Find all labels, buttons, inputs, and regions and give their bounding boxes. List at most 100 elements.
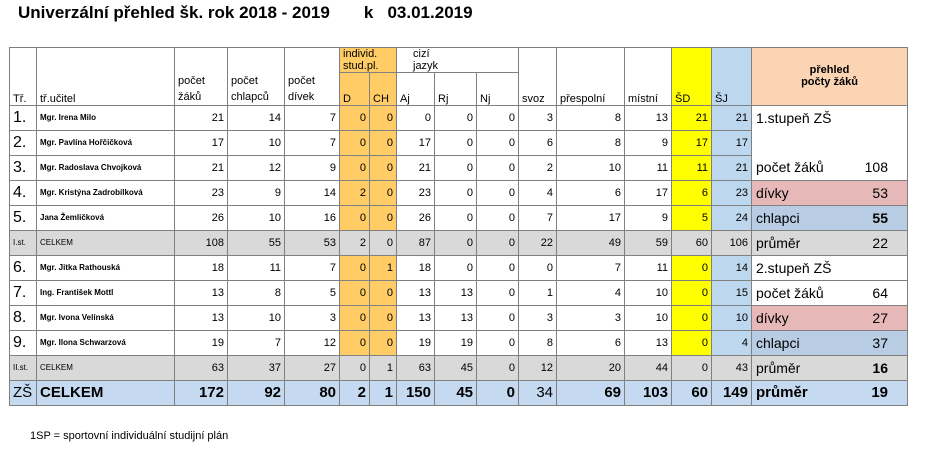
cell-nj: 0 (476, 304, 519, 331)
cell-pres: 20 (556, 354, 625, 381)
cell-girls: 7 (284, 104, 340, 131)
cell-pres: 8 (556, 104, 625, 131)
cell-nj: 0 (476, 329, 519, 356)
cell-sd: 11 (671, 154, 712, 181)
cell-ch: 0 (369, 154, 397, 181)
cell-ch: 0 (369, 229, 397, 256)
overview-value: 37 (872, 334, 888, 351)
overview-label: chlapci (756, 209, 800, 226)
overview-value: 55 (872, 209, 888, 226)
cell-nj: 0 (476, 104, 519, 131)
cell-ch: 0 (369, 279, 397, 306)
cell-mist: 13 (624, 104, 672, 131)
table-row: ZŠ CELKEM 172 92 80 2 1 150 45 0 34 69 103 60 149 průmě… (9, 379, 908, 406)
cell-svoz: 4 (518, 179, 557, 206)
table-row: 5. Jana Žemličková 26 10 16 0 0 26 0 0 7 17 9 5 24 chla… (9, 204, 908, 231)
cell-mist: 10 (624, 304, 672, 331)
hdr-sd: ŠD (671, 72, 712, 106)
hdr-svoz-top (518, 47, 557, 73)
cell-pres: 10 (556, 154, 625, 181)
hdr-overview: přehled počty žáků (751, 47, 908, 106)
cell-pupils: 21 (174, 104, 228, 131)
table-row: II.st. CELKEM 63 37 27 0 1 63 45 0 12 20 44 0 43 průměr… (9, 354, 908, 381)
hdr-girls-top (284, 47, 340, 73)
cell-nj: 0 (476, 254, 519, 281)
cell-teacher: Mgr. Irena Milo (36, 104, 175, 131)
cell-teacher: Mgr. Radoslava Chvojková (36, 154, 175, 181)
cell-mist: 9 (624, 129, 672, 156)
table-row: I.st. CELKEM 108 55 53 2 0 87 0 0 22 49 59 60 106 průmě… (9, 229, 908, 256)
cell-svoz: 3 (518, 304, 557, 331)
cell-aj: 13 (396, 279, 435, 306)
cell-pres: 7 (556, 254, 625, 281)
title-text: Univerzální přehled šk. rok 2018 - 2019 (18, 3, 330, 22)
cell-d: 0 (339, 204, 370, 231)
cell-girls: 9 (284, 154, 340, 181)
cell-class: 1. (9, 104, 37, 131)
cell-pupils: 13 (174, 279, 228, 306)
cell-pres: 49 (556, 229, 625, 256)
cell-aj: 18 (396, 254, 435, 281)
overview-label: počet žáků (756, 159, 824, 176)
cell-mist: 103 (624, 379, 672, 406)
cell-class: 2. (9, 129, 37, 156)
table-row: 1. Mgr. Irena Milo 21 14 7 0 0 0 0 0 3 8 13 21 21 1.stu… (9, 104, 908, 131)
cell-ch: 0 (369, 129, 397, 156)
table-row: 6. Mgr. Jitka Rathouská 18 11 7 0 1 18 0 0 0 7 11 0 14… (9, 254, 908, 281)
cell-rj: 13 (434, 279, 477, 306)
cell-nj: 0 (476, 229, 519, 256)
cell-svoz: 1 (518, 279, 557, 306)
cell-class: ZŠ (9, 379, 37, 406)
cell-ch: 0 (369, 329, 397, 356)
hdr-mist-top (624, 47, 672, 73)
cell-pupils: 17 (174, 129, 228, 156)
overview-value: 16 (872, 359, 888, 376)
cell-rj: 0 (434, 154, 477, 181)
cell-class: 5. (9, 204, 37, 231)
cell-sd: 0 (671, 304, 712, 331)
cell-rj: 0 (434, 229, 477, 256)
cell-girls: 27 (284, 354, 340, 381)
cell-girls: 3 (284, 304, 340, 331)
overview-cell: počet žáků 64 (751, 279, 908, 306)
overview-cell: průměr 19 (751, 379, 908, 406)
hdr-pupils-top (174, 47, 228, 73)
cell-pres: 17 (556, 204, 625, 231)
cell-sd: 60 (671, 379, 712, 406)
date-prefix: k (363, 3, 374, 22)
cell-boys: 12 (227, 154, 285, 181)
hdr-aj: Aj (396, 72, 435, 106)
cell-pupils: 108 (174, 229, 228, 256)
hdr-tr-top (9, 47, 37, 73)
cell-mist: 44 (624, 354, 672, 381)
cell-teacher: Mgr. Kristýna Zadrobílková (36, 179, 175, 206)
cell-teacher: CELKEM (36, 354, 175, 381)
cell-mist: 10 (624, 279, 672, 306)
cell-sj: 106 (711, 229, 752, 256)
cell-d: 2 (339, 379, 370, 406)
cell-pupils: 19 (174, 329, 228, 356)
hdr-sj: ŠJ (711, 72, 752, 106)
cell-sd: 6 (671, 179, 712, 206)
cell-pres: 4 (556, 279, 625, 306)
overview-cell: 1.stupeň ZŠ (751, 104, 908, 130)
cell-ch: 1 (369, 354, 397, 381)
cell-svoz: 6 (518, 129, 557, 156)
cell-rj: 0 (434, 204, 477, 231)
cell-mist: 11 (624, 254, 672, 281)
hdr-indiv: individ. stud.pl. (339, 47, 397, 73)
table-row: 3. Mgr. Radoslava Chvojková 21 12 9 0 0 21 0 0 2 10… (9, 154, 908, 181)
cell-sj: 149 (711, 379, 752, 406)
cell-boys: 10 (227, 304, 285, 331)
overview-cell: dívky 53 (751, 179, 908, 206)
date-label: k 03.01.2019 (364, 3, 473, 22)
cell-nj: 0 (476, 179, 519, 206)
overview-cell: 2.stupeň ZŠ (751, 254, 908, 281)
overview-cell: chlapci 55 (751, 204, 908, 231)
hdr-teacher-top (36, 47, 175, 73)
cell-sd: 0 (671, 329, 712, 356)
hdr-girls: počet dívek (284, 72, 340, 106)
cell-pupils: 21 (174, 154, 228, 181)
cell-sj: 17 (711, 129, 752, 156)
overview-value: 27 (872, 309, 888, 326)
